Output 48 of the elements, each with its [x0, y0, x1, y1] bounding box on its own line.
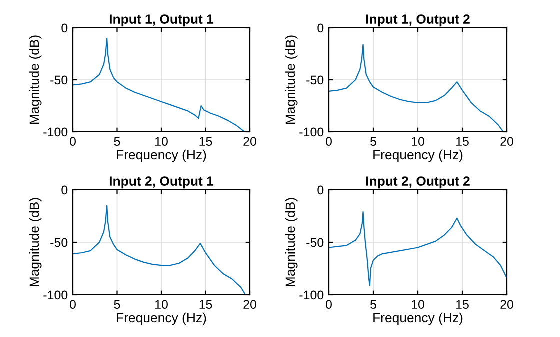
x-tick-label: 5: [370, 137, 376, 146]
x-axis-title: Frequency (Hz): [117, 150, 206, 162]
line-series: [329, 211, 507, 286]
x-tick-label: 15: [200, 300, 212, 310]
y-tick-label: -100: [300, 290, 324, 300]
x-tick-label: 0: [70, 137, 76, 146]
x-tick-label: 10: [156, 137, 168, 146]
line-series: [329, 44, 504, 132]
chart-title: Input 2, Output 2: [366, 176, 470, 189]
x-tick-label: 10: [156, 300, 168, 310]
y-tick-label: -100: [44, 128, 68, 137]
y-tick-label: 0: [62, 186, 68, 195]
x-tick-label: 5: [114, 300, 120, 310]
x-tick-label: 20: [500, 137, 514, 146]
y-axis-title: Magnitude (dB): [29, 36, 42, 124]
y-axis-title: Magnitude (dB): [285, 36, 298, 124]
x-tick-label: 15: [456, 300, 469, 310]
chart-title: Input 2, Output 1: [110, 176, 214, 189]
chart-title: Input 1, Output 1: [110, 14, 214, 27]
y-tick-label: -50: [50, 76, 68, 85]
x-tick-label: 10: [412, 300, 424, 310]
y-tick-label: -50: [50, 238, 68, 248]
x-axis-title: Frequency (Hz): [117, 312, 206, 326]
x-tick-label: 20: [244, 300, 256, 310]
x-axis-title: Frequency (Hz): [374, 312, 463, 326]
x-tick-label: 20: [500, 300, 514, 310]
x-tick-label: 15: [200, 137, 212, 146]
line-series: [73, 205, 246, 295]
x-axis-title: Frequency (Hz): [374, 150, 463, 162]
y-tick-label: 0: [318, 24, 324, 33]
y-tick-label: -100: [44, 290, 68, 300]
x-tick-label: 0: [326, 300, 332, 310]
y-tick-label: -50: [306, 76, 324, 85]
chart-title: Input 1, Output 2: [366, 14, 470, 27]
x-tick-label: 15: [456, 137, 469, 146]
y-tick-label: -50: [306, 238, 324, 248]
y-tick-label: 0: [62, 24, 68, 33]
x-tick-label: 0: [326, 137, 332, 146]
y-tick-label: 0: [318, 186, 324, 195]
y-axis-title: Magnitude (dB): [29, 198, 42, 287]
line-series: [73, 38, 246, 132]
x-tick-label: 0: [70, 300, 76, 310]
x-tick-label: 20: [244, 137, 256, 146]
y-axis-title: Magnitude (dB): [285, 198, 298, 287]
x-tick-label: 10: [412, 137, 424, 146]
y-tick-label: -100: [300, 128, 324, 137]
x-tick-label: 5: [370, 300, 376, 310]
x-tick-label: 5: [114, 137, 120, 146]
